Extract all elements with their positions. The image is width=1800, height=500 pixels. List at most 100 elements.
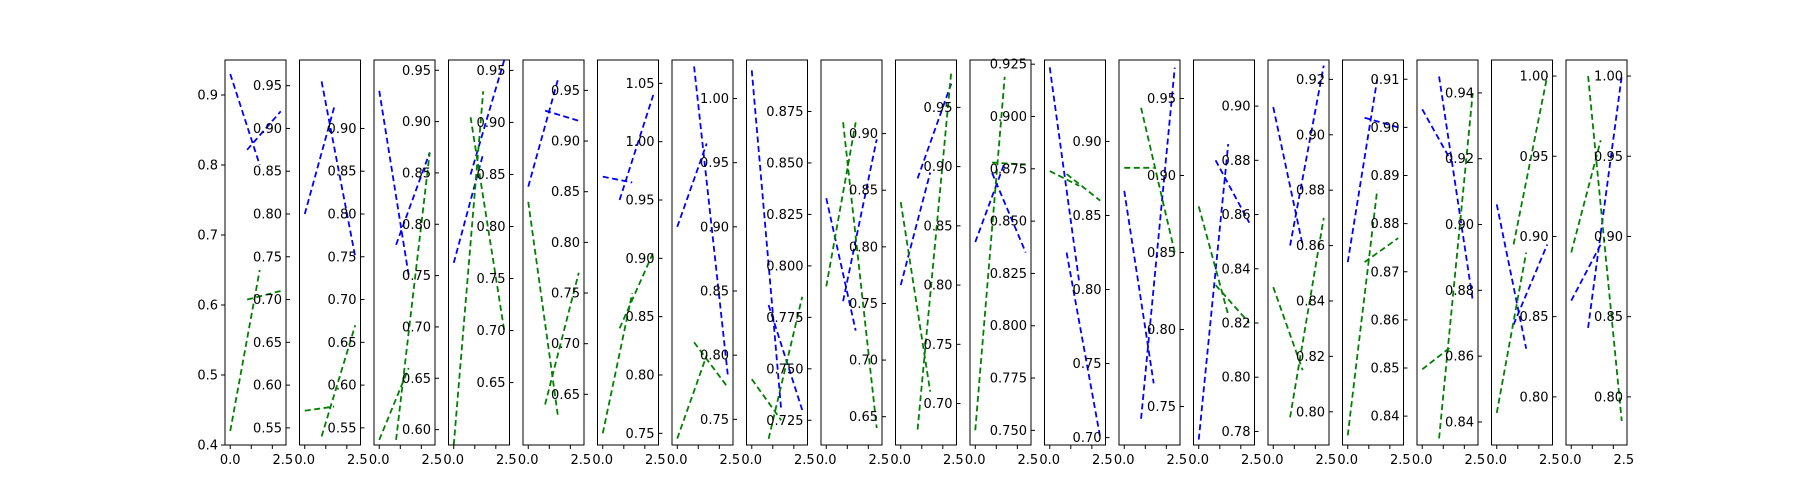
right-y-tick-label: 0.90 bbox=[477, 116, 506, 131]
right-y-tick-label: 0.95 bbox=[1147, 92, 1176, 107]
axes-frame bbox=[597, 59, 659, 446]
panel-6: 0.0 2.5 0.75 0.80 0.85 0.90 0.95 1.00 1.05 bbox=[592, 59, 666, 468]
right-y-tick-label: 0.65 bbox=[551, 388, 580, 403]
panel-15: 0.0 2.5 0.80 0.82 0.84 0.86 0.88 0.90 0.92 bbox=[1263, 59, 1336, 468]
x-tick-label: 0.0 bbox=[667, 453, 688, 468]
right-y-tick-label: 0.86 bbox=[1222, 208, 1251, 223]
x-tick-label: 2.5 bbox=[422, 453, 443, 468]
right-y-tick-label: 0.95 bbox=[551, 84, 580, 99]
x-tick-label: 0.0 bbox=[1263, 453, 1284, 468]
panel-16: 0.0 2.5 0.84 0.85 0.86 0.87 0.88 0.89 0.90 0.91 bbox=[1337, 59, 1411, 468]
series-line-green-4 bbox=[395, 152, 431, 440]
right-y-tick-label: 0.80 bbox=[328, 208, 357, 223]
series-line-blue-2 bbox=[544, 109, 579, 122]
right-y-tick-label: 0.86 bbox=[1371, 313, 1400, 328]
series-line-blue-1 bbox=[1048, 67, 1081, 283]
panel-3: 0.0 2.5 0.60 0.65 0.70 0.75 0.80 0.85 0.90 0.95 bbox=[369, 59, 443, 468]
right-y-tick-label: 0.85 bbox=[626, 310, 655, 325]
axes-frame bbox=[1491, 59, 1553, 446]
right-y-tick-label: 0.90 bbox=[1371, 121, 1400, 136]
right-y-tick-label: 0.60 bbox=[253, 379, 282, 394]
series-line-blue-2 bbox=[246, 110, 282, 151]
x-tick-label: 0.0 bbox=[890, 453, 911, 468]
right-y-tick-label: 0.85 bbox=[1147, 246, 1176, 261]
x-tick-label: 2.5 bbox=[1539, 453, 1560, 468]
axes-frame bbox=[522, 59, 585, 446]
right-y-tick-label: 0.80 bbox=[477, 220, 506, 235]
x-tick-label: 2.5 bbox=[1614, 453, 1635, 468]
left-y-tick-label: 0.5 bbox=[197, 369, 218, 384]
right-y-tick-label: 0.65 bbox=[253, 336, 282, 351]
right-y-tick-label: 0.95 bbox=[924, 101, 953, 116]
series-line-blue-2 bbox=[395, 152, 431, 246]
right-y-tick-label: 0.80 bbox=[849, 240, 878, 255]
axes-frame bbox=[1044, 59, 1106, 446]
right-y-tick-label: 0.85 bbox=[849, 184, 878, 199]
right-y-tick-label: 0.90 bbox=[1222, 100, 1251, 115]
right-y-tick-label: 0.90 bbox=[924, 160, 953, 175]
right-y-tick-label: 0.88 bbox=[1296, 184, 1325, 199]
x-tick-label: 0.0 bbox=[816, 453, 837, 468]
x-tick-label: 2.5 bbox=[571, 453, 592, 468]
x-tick-label: 0.0 bbox=[369, 453, 390, 468]
panel-8: 0.0 2.5 0.725 0.750 0.775 0.800 0.825 0.850 0.87… bbox=[741, 59, 815, 468]
right-y-tick-label: 0.90 bbox=[849, 127, 878, 142]
right-y-tick-label: 0.90 bbox=[1073, 135, 1102, 150]
panel-2: 0.0 2.5 0.55 0.60 0.65 0.70 0.75 0.80 0.85 0.90 bbox=[294, 59, 368, 468]
axes-frame bbox=[299, 59, 361, 446]
x-tick-label: 0.0 bbox=[1561, 453, 1582, 468]
right-y-tick-label: 0.85 bbox=[1594, 310, 1623, 325]
right-y-tick-label: 0.80 bbox=[551, 236, 580, 251]
right-y-tick-label: 0.75 bbox=[924, 338, 953, 353]
right-y-tick-label: 0.75 bbox=[1073, 357, 1102, 372]
right-y-tick-label: 0.85 bbox=[551, 185, 580, 200]
series-line-blue-1 bbox=[1272, 106, 1304, 246]
right-y-tick-label: 0.85 bbox=[402, 166, 431, 181]
right-y-tick-label: 0.850 bbox=[990, 215, 1027, 230]
right-y-tick-label: 0.75 bbox=[402, 269, 431, 284]
right-y-tick-label: 0.55 bbox=[328, 421, 357, 436]
right-y-tick-label: 0.90 bbox=[1594, 230, 1623, 245]
right-y-tick-label: 0.80 bbox=[1594, 390, 1623, 405]
right-y-tick-label: 0.90 bbox=[328, 122, 357, 137]
right-y-tick-label: 0.725 bbox=[766, 414, 803, 429]
right-y-tick-label: 0.80 bbox=[1296, 405, 1325, 420]
series-line-green-4 bbox=[842, 122, 878, 429]
panel-5: 0.0 2.5 0.65 0.70 0.75 0.80 0.85 0.90 0.95 bbox=[518, 59, 592, 468]
series-line-blue-2 bbox=[1587, 75, 1623, 329]
series-line-green-4 bbox=[1140, 107, 1176, 253]
series-line-blue-2 bbox=[991, 172, 1027, 253]
right-y-tick-label: 0.90 bbox=[551, 135, 580, 150]
right-y-tick-label: 0.90 bbox=[402, 115, 431, 130]
panel-18: 0.0 2.5 0.80 0.85 0.90 0.95 1.00 bbox=[1486, 59, 1560, 468]
axes-frame bbox=[373, 59, 436, 446]
series-line-green-4 bbox=[544, 272, 580, 405]
right-y-tick-label: 0.80 bbox=[253, 208, 282, 223]
series-line-green-3 bbox=[676, 354, 708, 439]
series-line-blue-2 bbox=[842, 139, 878, 302]
x-tick-label: 2.5 bbox=[1167, 453, 1188, 468]
right-y-tick-label: 0.90 bbox=[700, 220, 729, 235]
right-y-tick-label: 0.82 bbox=[1296, 350, 1325, 365]
series-line-green-3 bbox=[1272, 286, 1304, 371]
series-line-green-4 bbox=[1438, 92, 1474, 439]
right-y-tick-label: 0.86 bbox=[1445, 350, 1474, 365]
series-line-green-4 bbox=[246, 290, 281, 301]
series-line-green-4 bbox=[916, 71, 953, 430]
right-y-tick-label: 0.80 bbox=[1222, 371, 1251, 386]
right-y-tick-label: 0.75 bbox=[328, 250, 357, 265]
right-y-tick-label: 0.750 bbox=[766, 362, 803, 377]
x-tick-label: 0.0 bbox=[518, 453, 539, 468]
right-y-tick-label: 0.78 bbox=[1222, 425, 1251, 440]
right-y-tick-label: 0.85 bbox=[477, 168, 506, 183]
series-line-green-3 bbox=[974, 76, 1006, 431]
x-tick-label: 0.0 bbox=[1188, 453, 1209, 468]
x-tick-label: 2.5 bbox=[720, 453, 741, 468]
left-y-tick-label: 0.6 bbox=[197, 299, 218, 314]
series-line-green-4 bbox=[1066, 173, 1101, 202]
panel-13: 0.0 2.5 0.75 0.80 0.85 0.90 0.95 bbox=[1114, 59, 1188, 468]
panel-14: 0.0 2.5 0.78 0.80 0.82 0.84 0.86 0.88 0.90 bbox=[1188, 59, 1262, 468]
series-line-green-4 bbox=[1364, 237, 1399, 263]
series-line-green-3 bbox=[527, 201, 559, 415]
